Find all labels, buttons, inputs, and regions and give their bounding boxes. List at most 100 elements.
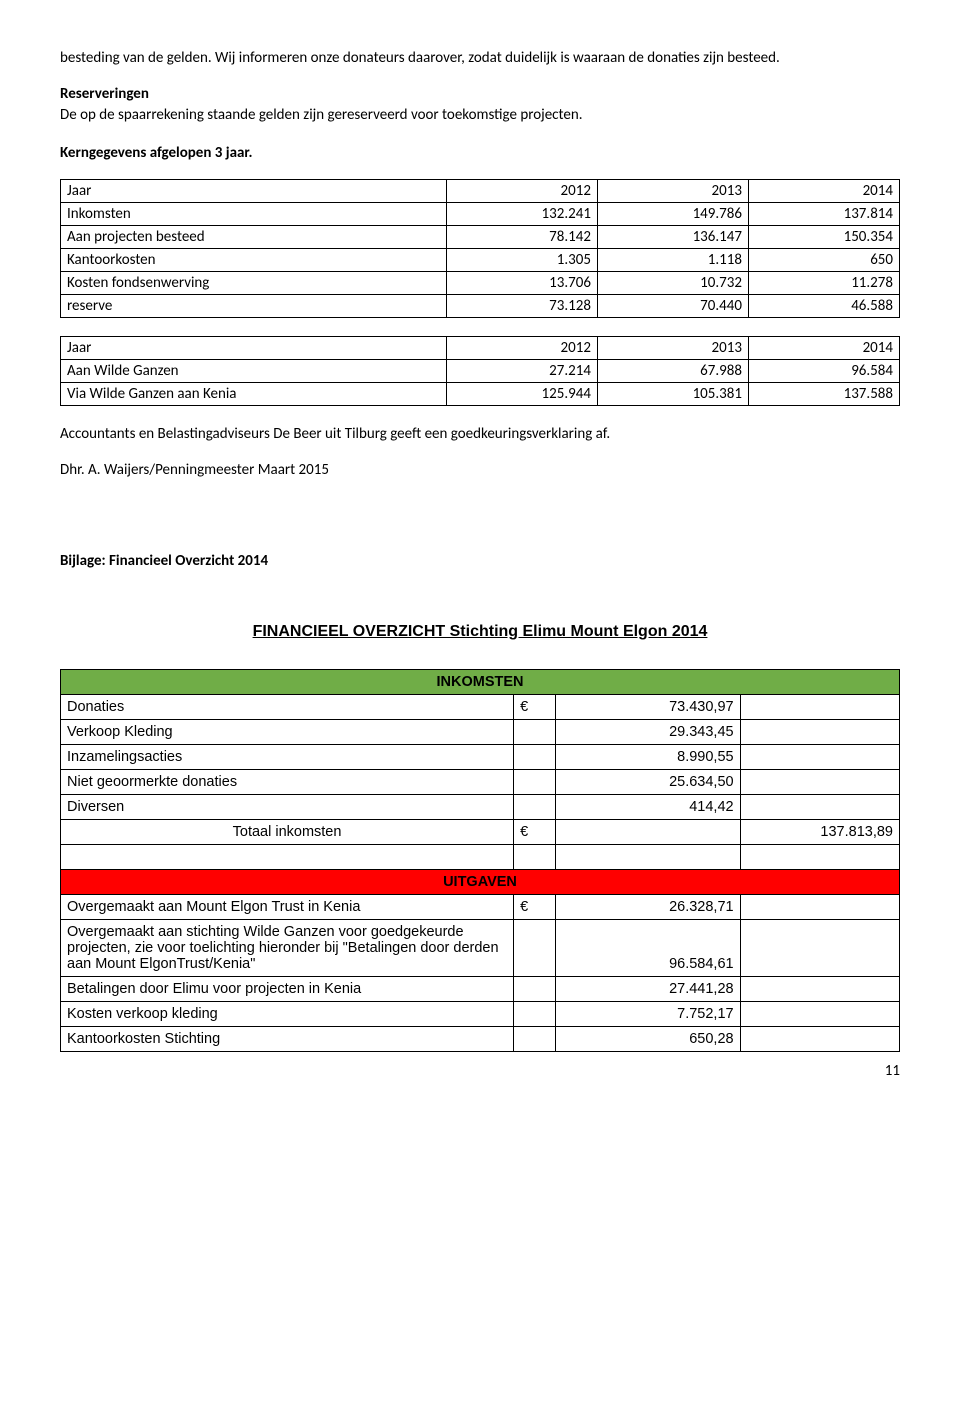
table-cell: 1.305	[446, 249, 597, 272]
table-cell: reserve	[61, 295, 447, 318]
inkomsten-total-row: Totaal inkomsten€137.813,89	[61, 819, 900, 844]
table-row: Diversen 414,42	[61, 794, 900, 819]
table-cell: 136.147	[597, 226, 748, 249]
table-header-row: Jaar 2012 2013 2014	[61, 180, 900, 203]
table-cell	[514, 744, 556, 769]
table-row: Verkoop Kleding 29.343,45	[61, 719, 900, 744]
table-row: Aan Wilde Ganzen27.21467.98896.584	[61, 360, 900, 383]
table-cell: Totaal inkomsten	[61, 819, 514, 844]
table-cell: 7.752,17	[556, 1001, 741, 1026]
kerngegevens-table-2: Jaar 2012 2013 2014 Aan Wilde Ganzen27.2…	[60, 336, 900, 406]
table-cell	[740, 744, 899, 769]
table-cell: €	[514, 694, 556, 719]
table-cell: 96.584,61	[556, 919, 741, 976]
table-cell: 650,28	[556, 1026, 741, 1051]
table-cell: Kosten fondsenwerving	[61, 272, 447, 295]
table-cell: 26.328,71	[556, 894, 741, 919]
table-row: reserve73.12870.44046.588	[61, 295, 900, 318]
table-cell: 78.142	[446, 226, 597, 249]
table-row: Inzamelingsacties 8.990,55	[61, 744, 900, 769]
table-cell: 11.278	[748, 272, 899, 295]
table-cell: Diversen	[61, 794, 514, 819]
inkomsten-table: INKOMSTEN Donaties€73.430,97 Verkoop Kle…	[60, 669, 900, 1052]
table-cell: Overgemaakt aan stichting Wilde Ganzen v…	[61, 919, 514, 976]
intro-paragraph: besteding van de gelden. Wij informeren …	[60, 48, 900, 68]
table-row: Inkomsten132.241149.786137.814	[61, 203, 900, 226]
table-cell: 96.584	[748, 360, 899, 383]
table-cell	[514, 976, 556, 1001]
table-cell	[740, 844, 899, 869]
table-cell: 73.430,97	[556, 694, 741, 719]
table-row: Overgemaakt aan stichting Wilde Ganzen v…	[61, 919, 900, 976]
table-cell: 73.128	[446, 295, 597, 318]
table-cell	[740, 1001, 899, 1026]
table-cell: 650	[748, 249, 899, 272]
table-header-row: Jaar 2012 2013 2014	[61, 337, 900, 360]
table-cell: Kantoorkosten Stichting	[61, 1026, 514, 1051]
table-cell	[514, 844, 556, 869]
uitgaven-header: UITGAVEN	[61, 869, 900, 894]
table-row: Kantoorkosten Stichting 650,28	[61, 1026, 900, 1051]
table-cell	[556, 819, 741, 844]
table-cell	[514, 769, 556, 794]
table-cell: Inkomsten	[61, 203, 447, 226]
table-cell	[740, 1026, 899, 1051]
kerngegevens-heading: Kerngegevens afgelopen 3 jaar.	[60, 143, 900, 163]
table-cell: 29.343,45	[556, 719, 741, 744]
table-cell: 2014	[748, 337, 899, 360]
table-cell	[740, 794, 899, 819]
table-cell: 2013	[597, 337, 748, 360]
table-row: Overgemaakt aan Mount Elgon Trust in Ken…	[61, 894, 900, 919]
table-row: Kosten verkoop kleding 7.752,17	[61, 1001, 900, 1026]
inkomsten-header-row: INKOMSTEN	[61, 669, 900, 694]
financial-overview-title: FINANCIEEL OVERZICHT Stichting Elimu Mou…	[60, 623, 900, 641]
table-row: Kosten fondsenwerving13.70610.73211.278	[61, 272, 900, 295]
table-cell	[514, 1001, 556, 1026]
table-cell: Kantoorkosten	[61, 249, 447, 272]
inkomsten-header: INKOMSTEN	[61, 669, 900, 694]
table-cell: 414,42	[556, 794, 741, 819]
table-cell: 27.214	[446, 360, 597, 383]
table-cell: Donaties	[61, 694, 514, 719]
table-cell: Betalingen door Elimu voor projecten in …	[61, 976, 514, 1001]
table-cell: Verkoop Kleding	[61, 719, 514, 744]
table-cell: 13.706	[446, 272, 597, 295]
spacer-row	[61, 844, 900, 869]
accountants-text: Accountants en Belastingadviseurs De Bee…	[60, 424, 900, 444]
table-cell: Inzamelingsacties	[61, 744, 514, 769]
table-cell	[514, 719, 556, 744]
reserveringen-block: Reserveringen De op de spaarrekening sta…	[60, 84, 900, 125]
table-cell: 150.354	[748, 226, 899, 249]
table-cell: 2012	[446, 180, 597, 203]
table-cell	[740, 719, 899, 744]
table-cell: 149.786	[597, 203, 748, 226]
table-cell: 105.381	[597, 383, 748, 406]
table-cell	[740, 976, 899, 1001]
table-cell: Aan Wilde Ganzen	[61, 360, 447, 383]
bijlage-heading: Bijlage: Financieel Overzicht 2014	[60, 551, 900, 571]
table-cell: 10.732	[597, 272, 748, 295]
table-row: Niet geoormerkte donaties25.634,50	[61, 769, 900, 794]
table-cell: 132.241	[446, 203, 597, 226]
table-cell: Kosten verkoop kleding	[61, 1001, 514, 1026]
table-cell: 67.988	[597, 360, 748, 383]
table-cell: €	[514, 819, 556, 844]
table-cell: €	[514, 894, 556, 919]
table-cell: Overgemaakt aan Mount Elgon Trust in Ken…	[61, 894, 514, 919]
reserveringen-heading: Reserveringen	[60, 85, 149, 103]
table-cell	[61, 844, 514, 869]
table-cell: Aan projecten besteed	[61, 226, 447, 249]
table-cell: 2013	[597, 180, 748, 203]
table-row: Donaties€73.430,97	[61, 694, 900, 719]
page-number: 11	[60, 1062, 900, 1080]
table-cell: 125.944	[446, 383, 597, 406]
table-row: Aan projecten besteed78.142136.147150.35…	[61, 226, 900, 249]
table-cell: 8.990,55	[556, 744, 741, 769]
table-row: Via Wilde Ganzen aan Kenia125.944105.381…	[61, 383, 900, 406]
table-row: Betalingen door Elimu voor projecten in …	[61, 976, 900, 1001]
table-cell: 2014	[748, 180, 899, 203]
table-cell: 46.588	[748, 295, 899, 318]
table-cell	[514, 794, 556, 819]
table-cell: Jaar	[61, 180, 447, 203]
signer-text: Dhr. A. Waijers/Penningmeester Maart 201…	[60, 460, 900, 480]
